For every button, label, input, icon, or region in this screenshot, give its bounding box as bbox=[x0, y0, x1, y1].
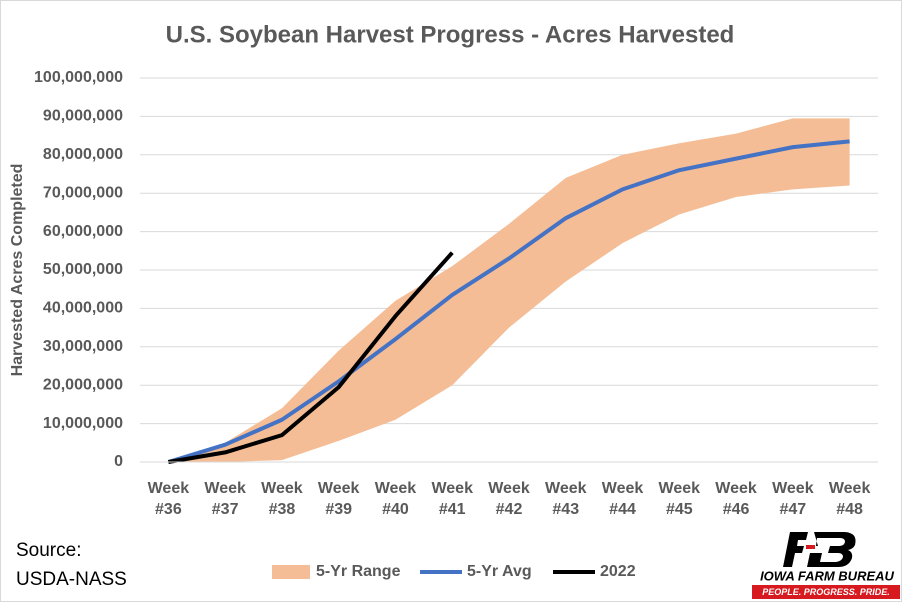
x-tick-label: Week #38 bbox=[261, 480, 303, 518]
x-tick-label: Week #43 bbox=[545, 480, 587, 518]
y-tick-label: 20,000,000 bbox=[43, 376, 123, 393]
x-tick-label: Week #42 bbox=[488, 480, 530, 518]
source-label: Source: bbox=[16, 540, 81, 561]
y-tick-label: 70,000,000 bbox=[43, 184, 123, 201]
legend-item: 5-Yr Avg bbox=[420, 563, 532, 580]
logo: IOWA FARM BUREAU PEOPLE. PROGRESS. PRIDE… bbox=[752, 532, 900, 599]
x-tick-label: Week #48 bbox=[828, 480, 871, 518]
y-tick-label: 90,000,000 bbox=[43, 108, 123, 125]
x-tick-label: Week #37 bbox=[204, 480, 246, 518]
legend-label: 2022 bbox=[600, 563, 636, 580]
series-line bbox=[167, 139, 850, 464]
y-tick-label: 60,000,000 bbox=[43, 223, 123, 240]
logo-bar bbox=[806, 545, 815, 549]
x-tick-label: Week #46 bbox=[715, 480, 757, 518]
y-axis-label: Harvested Acres Completed bbox=[9, 164, 26, 377]
legend-label: 5-Yr Range bbox=[316, 563, 401, 580]
legend-item: 2022 bbox=[553, 563, 636, 580]
y-tick-label: 30,000,000 bbox=[43, 338, 123, 355]
logo-tagline-bg bbox=[752, 585, 900, 599]
x-tick-label: Week #40 bbox=[374, 480, 417, 518]
x-tick-label: Week #41 bbox=[431, 480, 473, 518]
x-tick-label: Week #36 bbox=[147, 480, 190, 518]
logo-tagline: PEOPLE. PROGRESS. PRIDE. bbox=[762, 587, 890, 597]
logo-b bbox=[807, 532, 856, 567]
y-tick-label: 0 bbox=[114, 453, 123, 470]
logo-f bbox=[783, 532, 808, 567]
legend-label: 5-Yr Avg bbox=[467, 563, 532, 580]
series-line bbox=[168, 251, 454, 464]
x-tick-label: Week #47 bbox=[772, 480, 814, 518]
logo-name: IOWA FARM BUREAU bbox=[760, 568, 894, 583]
y-tick-label: 10,000,000 bbox=[43, 415, 123, 432]
chart-title: U.S. Soybean Harvest Progress - Acres Ha… bbox=[166, 21, 735, 48]
x-tick-label: Week #39 bbox=[317, 480, 360, 518]
y-tick-label: 50,000,000 bbox=[43, 261, 123, 278]
y-tick-label: 100,000,000 bbox=[34, 69, 123, 86]
y-tick-label: 40,000,000 bbox=[43, 300, 123, 317]
range-area bbox=[168, 118, 850, 462]
legend-swatch bbox=[272, 565, 310, 579]
x-tick-label: Week #45 bbox=[658, 480, 701, 518]
legend-item: 5-Yr Range bbox=[272, 563, 401, 580]
y-tick-label: 80,000,000 bbox=[43, 146, 123, 163]
x-tick-label: Week #44 bbox=[601, 480, 644, 518]
source-label: USDA-NASS bbox=[16, 569, 127, 590]
